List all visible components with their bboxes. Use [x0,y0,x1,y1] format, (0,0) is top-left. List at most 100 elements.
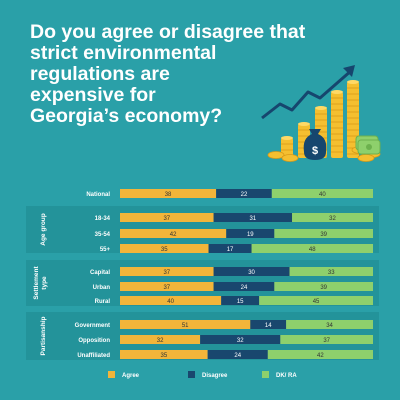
data-label: 32 [237,338,244,344]
data-label: 34 [326,323,333,329]
group-label-line: Settlement [33,266,40,300]
bar-segment-dk-ra [259,296,373,305]
data-label: 33 [328,270,335,276]
data-label: 32 [157,338,164,344]
coin [281,154,299,162]
title-line: strict environmental [30,42,217,64]
bar-segment-dk-ra [280,335,373,344]
bar-segment-agree [120,267,214,276]
data-label: 35 [161,247,168,253]
arrow-head [343,65,355,77]
coin [267,151,285,159]
bar-segment-agree [120,320,251,329]
data-label: 40 [167,299,174,305]
bar-segment-agree [120,189,217,198]
group-label-line: type [41,276,48,290]
dollar-icon: $ [312,145,318,157]
data-label: 14 [265,323,272,329]
bar-segment-dk-ra [289,267,373,276]
row-label: 35-54 [95,232,111,238]
data-label: 15 [237,299,244,305]
row-label: 18-34 [95,216,111,222]
data-label: 17 [227,247,234,253]
row-label: Government [75,323,110,329]
bar-segment-dk-ra [274,282,373,291]
data-label: 40 [319,192,326,198]
bar-segment-agree [120,350,208,359]
bar-segment-agree [120,213,214,222]
data-label: 42 [170,232,177,238]
data-label: 19 [247,232,254,238]
bar-segment-dk-ra [292,213,373,222]
data-label: 24 [234,353,241,359]
title-line: expensive for [30,84,156,106]
data-label: 37 [323,338,330,344]
bar-segment-disagree [208,244,252,253]
legend-swatch [262,371,269,378]
title-line: Georgia’s economy? [30,105,223,127]
bar-segment-agree [120,282,214,291]
bar-segment-disagree [216,189,272,198]
coin-column [331,92,343,158]
legend-label: Disagree [202,373,228,379]
legend-label: Agree [122,373,140,379]
row-label: National [86,192,110,198]
data-label: 48 [309,247,316,253]
row-label: Opposition [78,338,110,344]
legend-swatch [188,371,195,378]
data-label: 35 [160,353,167,359]
data-label: 24 [241,285,248,291]
bar-segment-agree [120,229,227,238]
data-label: 51 [182,323,189,329]
data-label: 39 [320,232,327,238]
data-label: 37 [163,216,170,222]
bar-segment-disagree [250,320,287,329]
data-label: 37 [163,285,170,291]
row-label: Rural [95,299,111,305]
bar-segment-disagree [226,229,275,238]
row-label: Unaffiliated [77,353,110,359]
group-label: Partisanship [40,316,47,355]
data-label: 45 [313,299,320,305]
money-bag [303,129,327,160]
trend-arrow [261,68,353,120]
legend-label: DK/ RA [276,373,297,379]
data-label: 31 [249,216,256,222]
row-label: Capital [90,270,110,276]
coin-top [298,122,310,126]
coin-top [347,80,359,84]
bar-segment-dk-ra [274,229,373,238]
bar-segment-agree [120,335,201,344]
coin-column [281,138,293,158]
page-title: Do you agree or disagree that strict env… [30,22,305,127]
bar-segment-agree [120,296,222,305]
bar-segment-dk-ra [271,189,373,198]
bar-segment-disagree [213,282,275,291]
money-dot [366,144,372,150]
data-label: 22 [241,192,248,198]
row-label: 55+ [100,247,111,253]
row-label: Urban [93,285,111,291]
coin-top [281,136,293,140]
bar-segment-dk-ra [286,320,373,329]
bar-segment-agree [120,244,209,253]
data-label: 42 [317,353,324,359]
bar-segment-dk-ra [251,244,373,253]
bar-segment-disagree [207,350,268,359]
bar-segment-disagree [200,335,281,344]
coin-top [315,106,327,110]
group-label: Age group [40,213,47,246]
data-label: 32 [329,216,336,222]
coin-top [331,90,343,94]
bar-segment-disagree [213,213,293,222]
data-label: 37 [163,270,170,276]
data-label: 38 [165,192,172,198]
data-label: 30 [248,270,255,276]
bar-segment-disagree [213,267,290,276]
title-line: regulations are [30,63,170,85]
group-label: Settlementtype [33,266,48,300]
legend-swatch [108,371,115,378]
